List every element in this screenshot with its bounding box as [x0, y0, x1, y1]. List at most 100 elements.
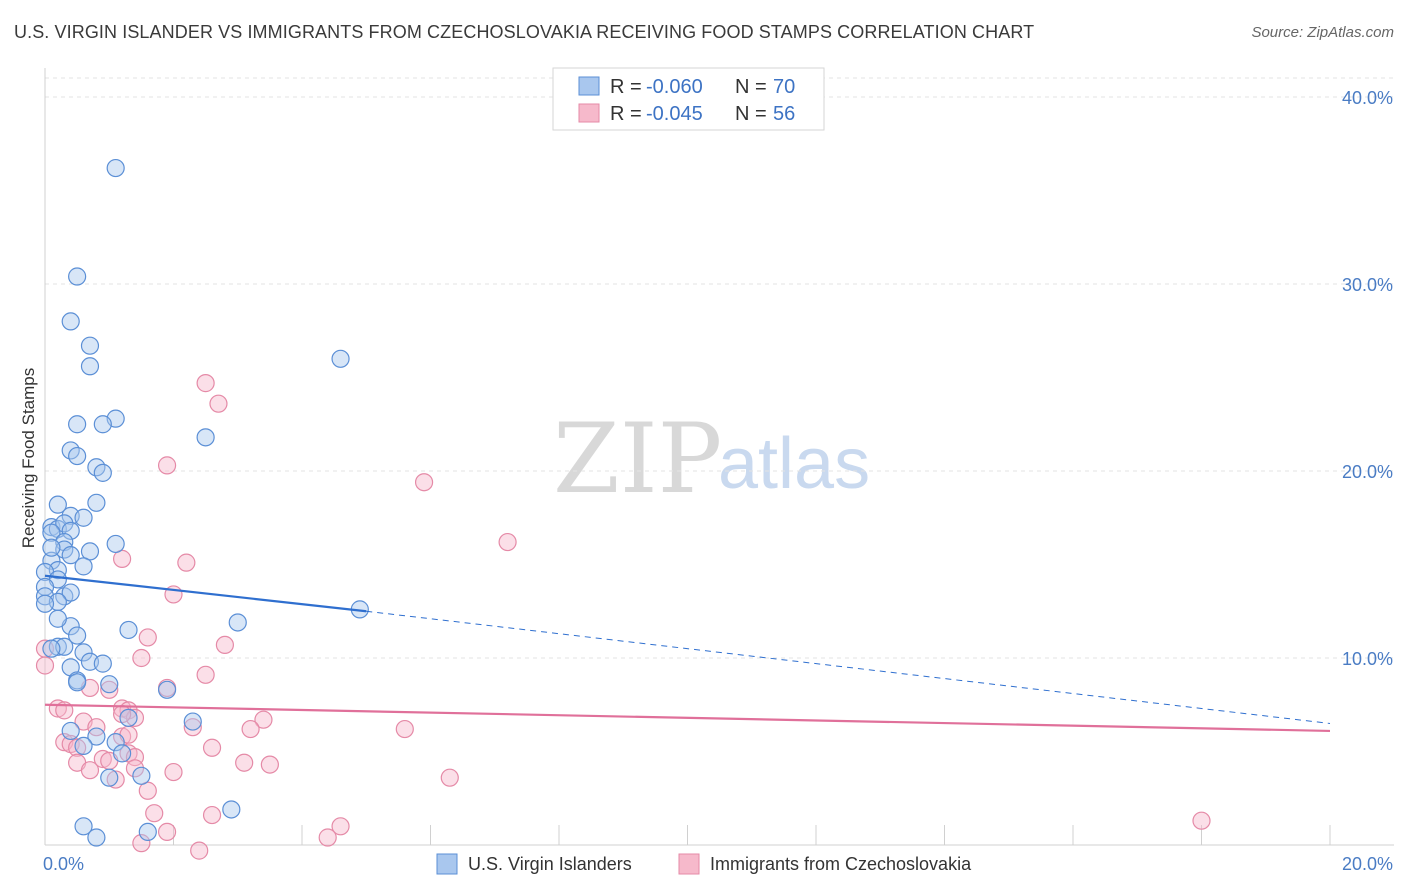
x-tick-label-min: 0.0%: [43, 854, 84, 874]
virgin-islanders-point-1: [68, 267, 87, 286]
gridlines: [45, 77, 1394, 659]
virgin-islanders-point-55: [183, 712, 202, 731]
virgin-islanders-point-69: [74, 557, 93, 576]
trend-line-virgin-islanders: [44, 574, 367, 613]
trend-line-virgin-islanders-extrapolated: [366, 610, 1331, 724]
virgin-islanders-point-21: [61, 521, 80, 540]
legend-r-label-1: R =: [610, 76, 642, 98]
virgin-islanders-point-37: [35, 594, 55, 613]
virgin-islanders-point-3: [80, 336, 100, 355]
legend-r-label-2: R =: [610, 103, 642, 125]
czechoslovakia-point-13: [196, 665, 215, 684]
virgin-islanders-point-64: [74, 817, 93, 836]
virgin-islanders-point-41: [119, 620, 138, 640]
virgin-islanders-point-57: [87, 727, 106, 746]
czechoslovakia-point-42: [164, 762, 183, 782]
legend-n-label-2: N =: [735, 103, 767, 125]
czechoslovakia-point-10: [138, 628, 157, 647]
czechoslovakia-point-47: [202, 805, 222, 825]
y-tick-label-30: 30.0%: [1342, 275, 1393, 295]
virgin-islanders-point-62: [132, 766, 151, 785]
virgin-islanders-point-45: [42, 639, 61, 658]
virgin-islanders-point-5: [331, 349, 350, 368]
y-tick-label-40: 40.0%: [1342, 88, 1393, 108]
virgin-islanders-point-53: [157, 680, 177, 699]
virgin-islanders-point-48: [93, 654, 112, 673]
czechoslovakia-point-8: [112, 549, 132, 568]
czechoslovakia-point-35: [93, 749, 112, 769]
virgin-islanders-point-35: [61, 583, 80, 602]
bottom-legend-swatch-pink: [678, 853, 700, 875]
legend-r-value-1: -0.060: [646, 76, 703, 98]
virgin-islanders-point-27: [61, 546, 80, 565]
virgin-islanders-point-14: [48, 495, 67, 514]
czechoslovakia-point-32: [202, 738, 222, 757]
virgin-islanders-point-51: [100, 675, 119, 694]
virgin-islanders-point-17: [74, 508, 93, 527]
virgin-islanders-point-2: [61, 312, 80, 331]
x-tick-label-max: 20.0%: [1342, 854, 1393, 874]
czechoslovakia-point-45: [138, 781, 157, 800]
chart-title: U.S. VIRGIN ISLANDER VS IMMIGRANTS FROM …: [14, 22, 1035, 42]
virgin-islanders-point-58: [106, 733, 125, 752]
czechoslovakia-point-25: [183, 718, 202, 737]
virgin-islanders-point-20: [55, 514, 74, 533]
virgin-islanders-point-54: [119, 708, 138, 727]
czechoslovakia-point-46: [145, 804, 164, 823]
axes: 10.0% 20.0% 30.0% 40.0% 0.0% 20.0%: [43, 68, 1394, 874]
virgin-islanders-point-43: [48, 637, 67, 656]
czechoslovakia-point-39: [260, 755, 279, 774]
czechoslovakia-point-2: [196, 374, 215, 393]
czechoslovakia-point-12: [132, 648, 151, 668]
virgin-islanders-point-65: [138, 822, 157, 842]
virgin-islanders-point-56: [61, 721, 80, 741]
y-tick-label-20: 20.0%: [1342, 462, 1393, 482]
czechoslovakia-point-3: [209, 394, 228, 413]
virgin-islanders-point-6: [68, 415, 87, 434]
czechoslovakia-point-51: [318, 828, 337, 847]
virgin-islanders-point-60: [112, 744, 132, 763]
virgin-islanders-point-11: [68, 446, 87, 466]
czechoslovakia-point-5: [414, 473, 434, 492]
czechoslovakia-point-4: [157, 456, 177, 475]
czechoslovakia-point-11: [215, 635, 234, 655]
legend-r-value-2: -0.045: [646, 103, 703, 125]
virgin-islanders-point-42: [68, 626, 87, 645]
czechoslovakia-point-43: [440, 768, 459, 787]
czechoslovakia-point-50: [157, 822, 177, 842]
czechoslovakia-point-53: [190, 841, 209, 860]
bottom-legend-label-pink: Immigrants from Czechoslovakia: [710, 854, 972, 874]
czechoslovakia-point-48: [331, 817, 350, 836]
legend-swatch-pink: [578, 103, 600, 123]
bottom-legend-label-blue: U.S. Virgin Islanders: [468, 854, 632, 874]
czechoslovakia-point-23: [254, 710, 273, 729]
y-tick-label-10: 10.0%: [1342, 649, 1393, 669]
virgin-islanders-point-9: [196, 428, 215, 447]
chart-source: Source: ZipAtlas.com: [1251, 24, 1394, 41]
legend-n-value-1: 70: [773, 76, 795, 98]
czechoslovakia-point-7: [177, 553, 196, 572]
virgin-islanders-point-4: [80, 357, 100, 376]
czechoslovakia-point-36: [235, 753, 254, 772]
czechoslovakia-point-1: [35, 656, 55, 675]
virgin-islanders-point-63: [222, 800, 241, 819]
virgin-islanders-point-24: [106, 534, 125, 554]
trend-line-czechoslovakia: [44, 703, 1331, 733]
series-legend: U.S. Virgin Islanders Immigrants from Cz…: [436, 853, 972, 875]
virgin-islanders-point-28: [42, 551, 61, 570]
czechoslovakia-point-40: [125, 759, 145, 778]
trend-lines: [44, 574, 1331, 733]
virgin-islanders-point-61: [100, 768, 119, 787]
virgin-islanders-point-13: [93, 463, 112, 482]
virgin-islanders-point-26: [80, 542, 100, 561]
legend-n-value-2: 56: [773, 103, 795, 125]
czechoslovakia-point-26: [241, 719, 260, 739]
czechoslovakia-point-6: [498, 532, 517, 552]
virgin-islanders-point-8: [93, 415, 112, 434]
virgin-islanders-point-15: [87, 493, 106, 512]
virgin-islanders-point-49: [61, 658, 80, 677]
virgin-islanders-point-52: [68, 673, 87, 692]
correlation-legend: R = -0.060 N = 70 R = -0.045 N = 56: [552, 67, 825, 131]
czechoslovakia-point-17: [112, 699, 132, 718]
series-czechoslovakia-points: [35, 374, 1211, 860]
